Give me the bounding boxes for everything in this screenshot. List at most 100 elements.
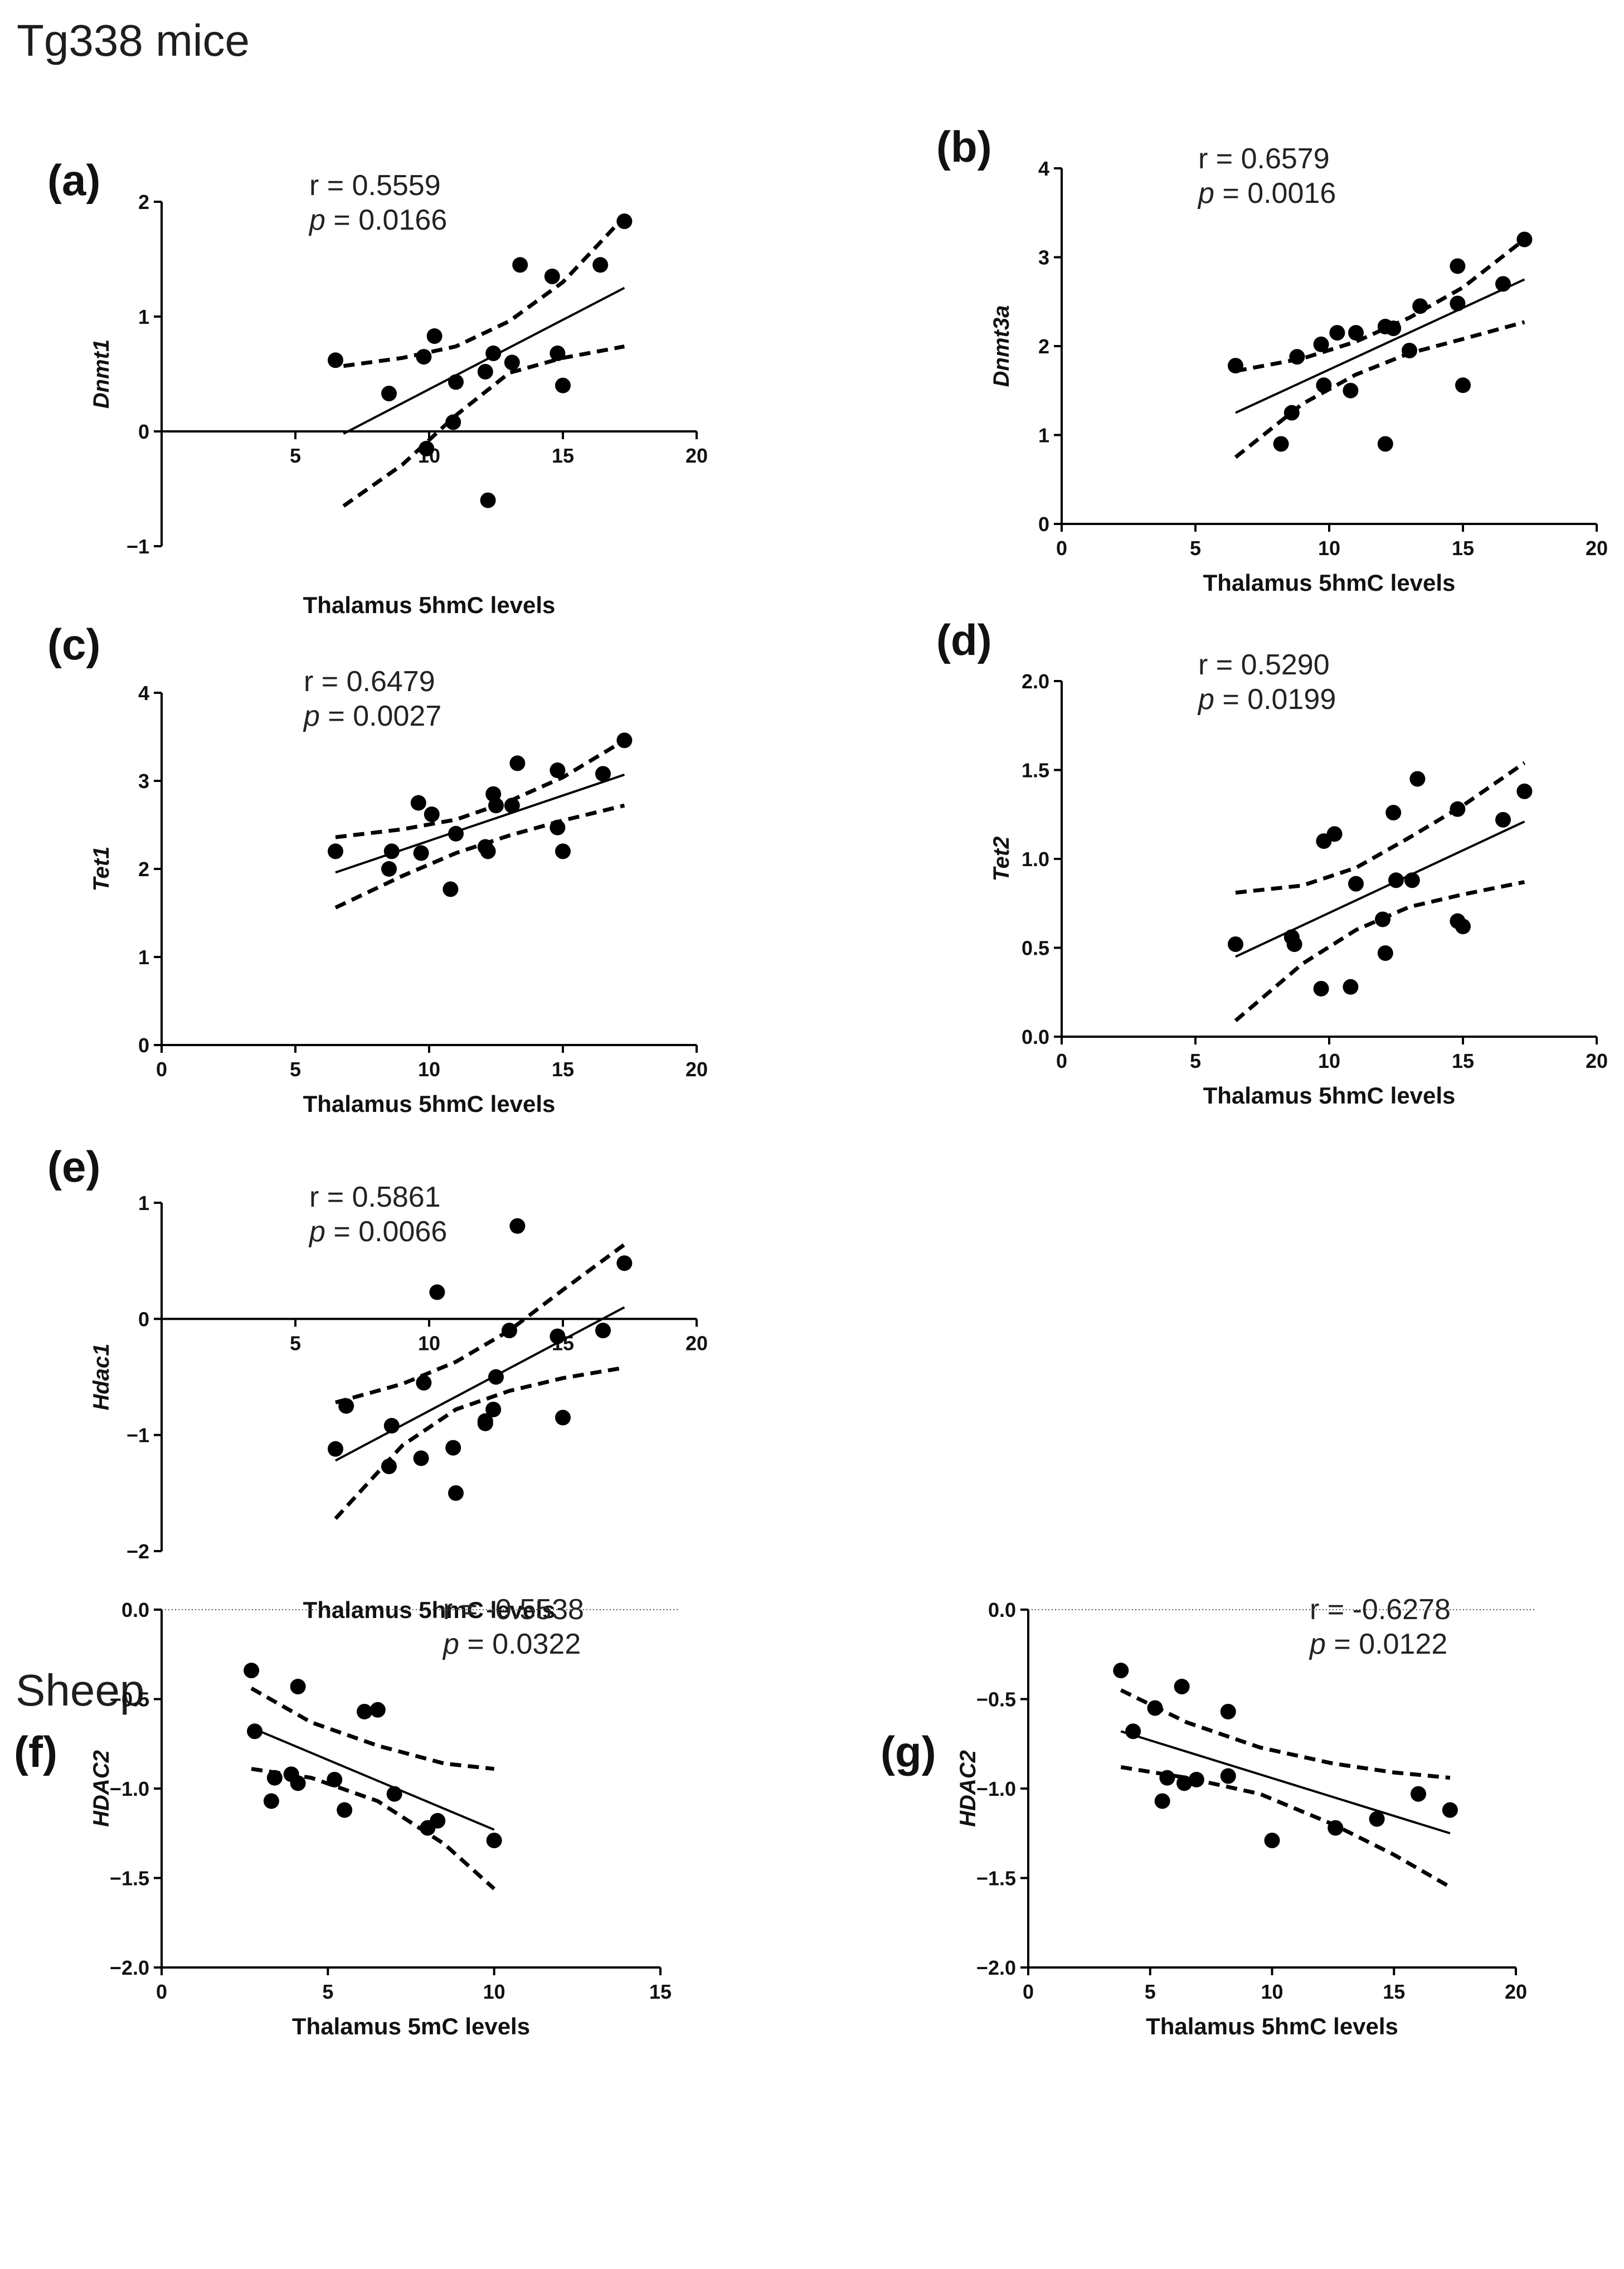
chart-f-point: [430, 1813, 446, 1829]
chart-d-point: [1385, 805, 1402, 821]
chart-e-y-tick-label: −2: [127, 1540, 149, 1563]
chart-d-point: [1343, 979, 1359, 995]
chart-d-point: [1455, 919, 1471, 935]
chart-d-x-tick-label: 10: [1318, 1050, 1340, 1072]
chart-e-x-tick-label: 20: [685, 1332, 708, 1354]
chart-c-x-tick-label: 10: [418, 1058, 440, 1081]
chart-a-y-tick-label: 1: [138, 305, 149, 328]
chart-a-point: [616, 213, 633, 230]
chart-g-p-value: p = 0.0122: [1309, 1628, 1447, 1660]
chart-g-x-label: Thalamus 5hmC levels: [1146, 2013, 1398, 2039]
chart-f-p-value: p = 0.0322: [442, 1628, 581, 1660]
chart-c-point: [550, 762, 566, 779]
chart-d-label: (d): [936, 615, 992, 664]
chart-a-point: [550, 345, 566, 361]
section-title-mice: Tg338 mice: [17, 16, 250, 65]
chart-a-point: [555, 377, 571, 393]
chart-d-regression-line: [1235, 820, 1525, 958]
chart-d-point: [1228, 936, 1243, 953]
chart-e-point: [328, 1441, 343, 1457]
chart-e-point: [381, 1458, 397, 1474]
chart-e-point: [616, 1255, 633, 1271]
chart-e-point: [338, 1398, 354, 1414]
chart-b-point: [1289, 349, 1305, 365]
chart-f-x-tick-label: 0: [156, 1980, 167, 2003]
chart-d-point: [1313, 980, 1329, 997]
chart-g-point: [1188, 1771, 1204, 1787]
chart-c-y-label: Tet1: [89, 847, 114, 892]
chart-a-r-value: r = 0.5559: [309, 169, 441, 202]
chart-b-point: [1283, 405, 1300, 421]
chart-e-label: (e): [47, 1142, 100, 1191]
chart-d-point: [1377, 945, 1393, 961]
chart-b-regression-line: [1235, 278, 1525, 414]
chart-g-point: [1220, 1768, 1236, 1784]
chart-c-x-label: Thalamus 5hmC levels: [303, 1091, 556, 1117]
chart-c-label: (c): [47, 620, 100, 669]
chart-e-point: [488, 1369, 504, 1385]
chart-a-ci-lower: [342, 344, 625, 508]
chart-f-point: [290, 1775, 306, 1791]
chart-g-point: [1328, 1820, 1344, 1836]
chart-f-point: [327, 1771, 343, 1787]
chart-d-y-tick-label: 1.5: [1022, 759, 1049, 782]
chart-c-point: [424, 806, 440, 823]
chart-e-ci-lower: [334, 1366, 625, 1520]
chart-c-point: [383, 843, 400, 859]
chart-c-y-tick-label: 4: [138, 682, 149, 704]
chart-d-point: [1409, 771, 1426, 787]
chart-d-y-tick-label: 0.0: [1022, 1026, 1049, 1048]
chart-d-ci-upper: [1235, 761, 1526, 895]
chart-e-r-value: r = 0.5861: [309, 1181, 441, 1213]
chart-g-y-tick-label: −2.0: [976, 1956, 1016, 1979]
chart-b-ci-upper: [1235, 237, 1526, 373]
chart-g-x-tick-label: 15: [1383, 1980, 1405, 2003]
chart-c-point: [504, 798, 520, 814]
chart-b-point: [1228, 358, 1243, 374]
chart-b-y-tick-label: 4: [1038, 157, 1049, 180]
chart-b-point: [1377, 436, 1393, 452]
chart-d-y-label: Tet2: [989, 837, 1014, 882]
chart-e-point: [595, 1323, 611, 1339]
chart-g-label: (g): [881, 1727, 936, 1776]
chart-f-regression-line: [251, 1727, 495, 1831]
chart-f-point: [244, 1663, 260, 1679]
chart-c-point: [550, 819, 566, 835]
chart-c-point: [488, 798, 504, 814]
chart-b-x-tick-label: 10: [1318, 537, 1340, 560]
chart-f-point: [337, 1802, 353, 1818]
chart-a-p-value: p = 0.0166: [308, 204, 447, 236]
chart-f-ci-upper: [250, 1687, 495, 1771]
chart-g-point: [1220, 1703, 1236, 1719]
chart-b-point: [1516, 231, 1533, 247]
chart-e-point: [550, 1328, 566, 1344]
chart-b-point: [1402, 342, 1417, 358]
chart-d-p-value: p = 0.0199: [1197, 683, 1336, 716]
chart-e-x-tick-label: 10: [418, 1332, 440, 1354]
chart-c-point: [480, 843, 496, 859]
chart-g-x-tick-label: 20: [1505, 1980, 1527, 2003]
chart-d-x-tick-label: 20: [1586, 1050, 1608, 1072]
chart-d-point: [1326, 826, 1343, 842]
chart-b-point: [1495, 276, 1511, 292]
chart-f-x-tick-label: 10: [483, 1980, 505, 2003]
chart-b-point: [1455, 377, 1471, 393]
chart-d-point: [1388, 872, 1404, 888]
chart-a-x-tick-label: 5: [290, 444, 301, 467]
chart-e-point: [448, 1485, 464, 1501]
chart-a-point: [544, 268, 560, 284]
chart-b-point: [1450, 258, 1466, 274]
chart-e-y-tick-label: −1: [127, 1424, 149, 1447]
chart-g-point: [1176, 1775, 1192, 1791]
chart-e-point: [383, 1418, 400, 1434]
chart-d-point: [1286, 936, 1302, 953]
chart-f-y-tick-label: −1.5: [110, 1867, 149, 1890]
chart-b-point: [1273, 436, 1289, 452]
chart-a-y-tick-label: 2: [138, 191, 149, 213]
